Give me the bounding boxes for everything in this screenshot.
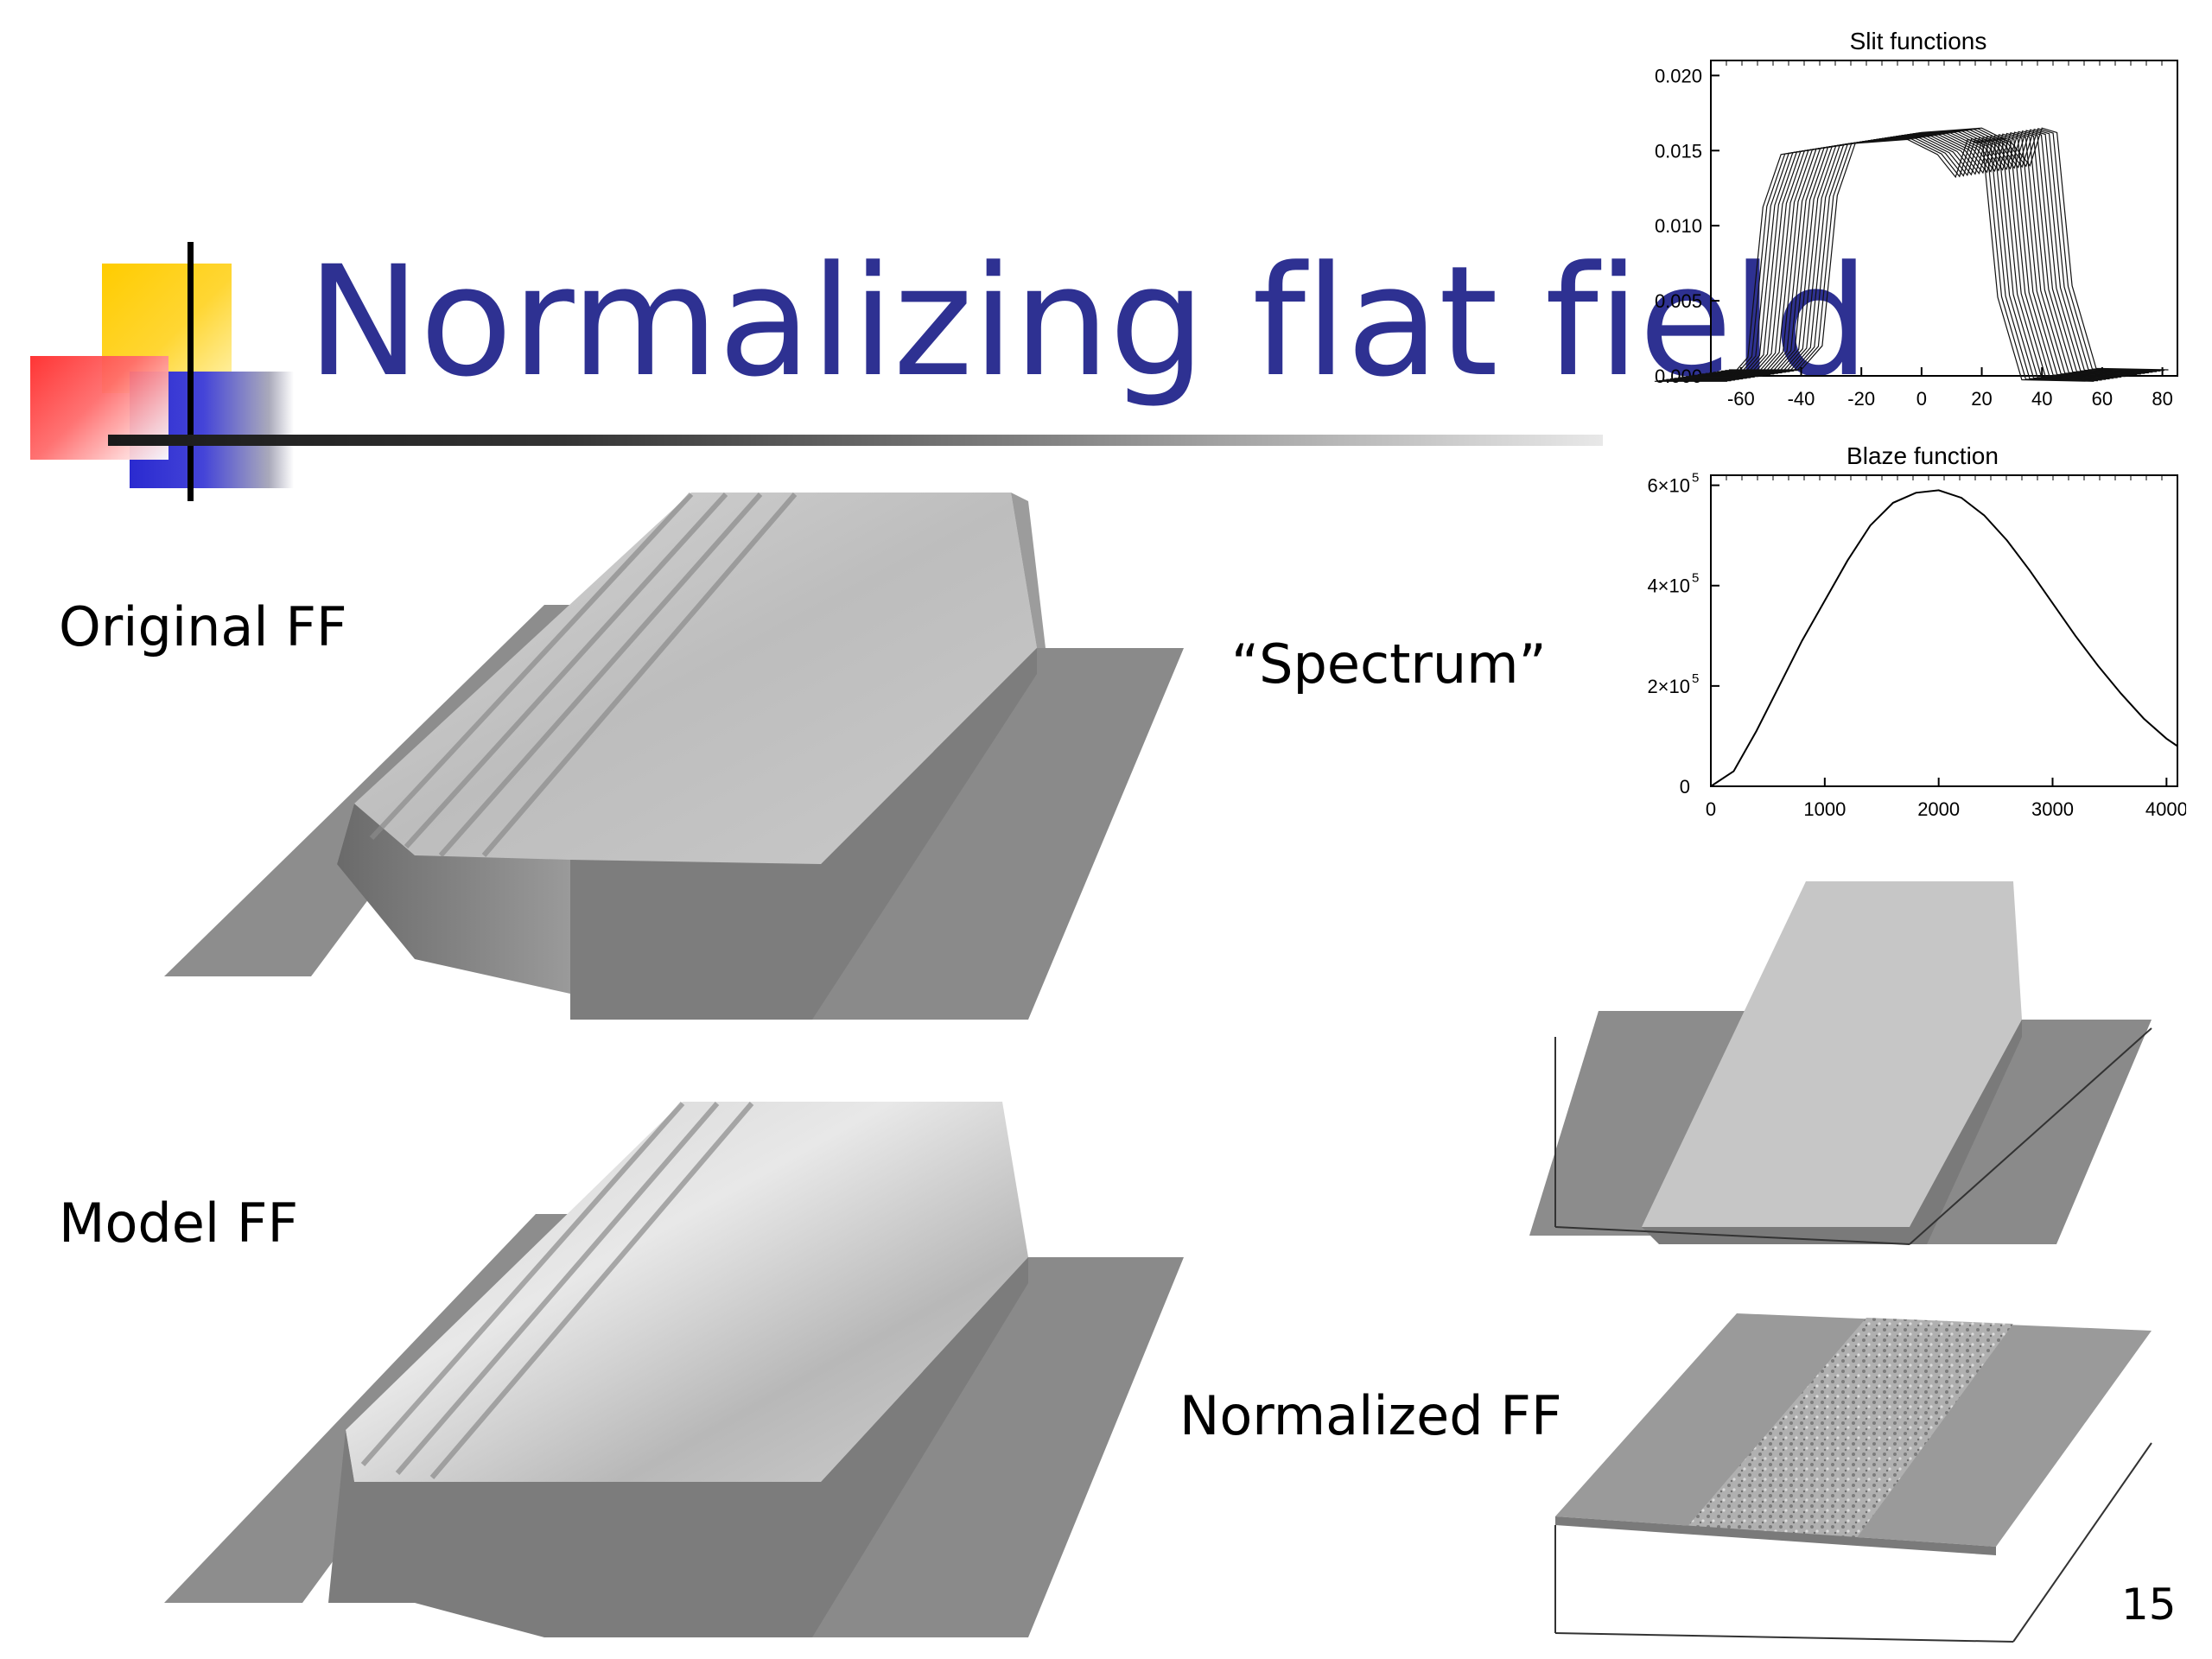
normalized-surface-front [1555, 1516, 1996, 1555]
y-tick-label: 0.005 [1655, 290, 1702, 312]
slit-function-line [1686, 134, 2126, 378]
model-ff-plateau [346, 1102, 1028, 1482]
plot-frame [1710, 474, 2178, 787]
y-tick-exponent: 5 [1692, 471, 1699, 486]
x-tick-label: 80 [2152, 388, 2172, 410]
logo-decoration [26, 242, 311, 518]
x-tick-label: 1000 [1803, 798, 1846, 820]
slit-function-line [1717, 129, 2158, 372]
slit-function-line [1728, 127, 2169, 371]
slit-function-line [1694, 132, 2133, 376]
model-ff-label: Model FF [59, 1192, 299, 1255]
y-tick-label: 0.010 [1655, 215, 1702, 237]
x-tick-label: -20 [1847, 388, 1875, 410]
slit-function-line [1720, 128, 2161, 372]
page-title: Normalizing flat field [307, 233, 1870, 410]
blaze-chart-title: Blaze function [1847, 442, 1999, 469]
normalized-ff-label: Normalized FF [1179, 1384, 1562, 1447]
x-tick-label: 20 [1971, 388, 1992, 410]
slit-function-line [1670, 136, 2110, 380]
normalized-ff-surface [1554, 1313, 2152, 1643]
y-tick-exponent: 5 [1692, 571, 1699, 586]
slit-function-line [1678, 135, 2118, 378]
normalized-surface-noise-band [1685, 1318, 2013, 1542]
slit-function-line [1654, 138, 2094, 382]
slit-function-line [1674, 136, 2114, 379]
spectrum-label: “Spectrum” [1231, 632, 1547, 696]
model-ff-front-wall [328, 1257, 1028, 1637]
x-tick-label: -60 [1727, 388, 1755, 410]
logo-vertical-bar [188, 242, 194, 501]
slit-function-line [1666, 137, 2107, 380]
x-tick-label: 2000 [1917, 798, 1960, 820]
slit-function-line [1662, 137, 2102, 381]
slit-functions-chart: Slit functions -60 -40 -20 0 20 40 60 800.0000.… [1654, 28, 2178, 410]
x-tick-label: 0 [1706, 798, 1716, 820]
original-ff-surface [164, 492, 1184, 1020]
model-ff-surface [164, 1102, 1184, 1637]
title-rule [108, 435, 1603, 446]
x-tick-label: 4000 [2145, 798, 2186, 820]
original-ff-back-wall [1011, 493, 1046, 648]
spectrum-surface-plateau [1642, 881, 2022, 1227]
model-ff-ridges [360, 1102, 754, 1479]
slit-function-line [1689, 133, 2130, 377]
original-ff-label: Original FF [59, 595, 347, 658]
normalized-surface-axes [1554, 1442, 2152, 1643]
slit-function-line [1681, 134, 2122, 378]
original-ff-front-wall-right [570, 648, 1037, 1020]
spectrum-surface-axes [1554, 1027, 2152, 1245]
x-tick-label: 3000 [2031, 798, 2074, 820]
y-tick-label: 6×10 [1647, 475, 1690, 497]
x-tick-label: 60 [2092, 388, 2113, 410]
slit-function-line [1658, 137, 2099, 382]
x-tick-label: -40 [1788, 388, 1815, 410]
x-tick-label: 40 [2031, 388, 2052, 410]
slit-chart-title: Slit functions [1850, 28, 1987, 54]
page-number: 15 [2121, 1580, 2177, 1630]
x-tick-label: 0 [1916, 388, 1927, 410]
original-ff-ridges [369, 492, 798, 857]
blaze-function-line [1710, 489, 2178, 787]
spectrum-surface [1529, 881, 2152, 1245]
y-tick-exponent: 5 [1692, 671, 1699, 686]
slit-function-line [1697, 132, 2138, 376]
slit-function-line [1725, 128, 2165, 372]
y-tick-label: 0.015 [1655, 140, 1702, 162]
y-tick-label: 0 [1680, 776, 1690, 798]
y-tick-label: 2×10 [1647, 676, 1690, 697]
original-ff-right-floor [778, 648, 1184, 1020]
y-tick-label: 4×10 [1647, 575, 1690, 597]
original-ff-front-wall-left [337, 804, 570, 994]
y-tick-label: 0.020 [1655, 65, 1702, 86]
model-ff-right-floor [778, 1257, 1184, 1637]
